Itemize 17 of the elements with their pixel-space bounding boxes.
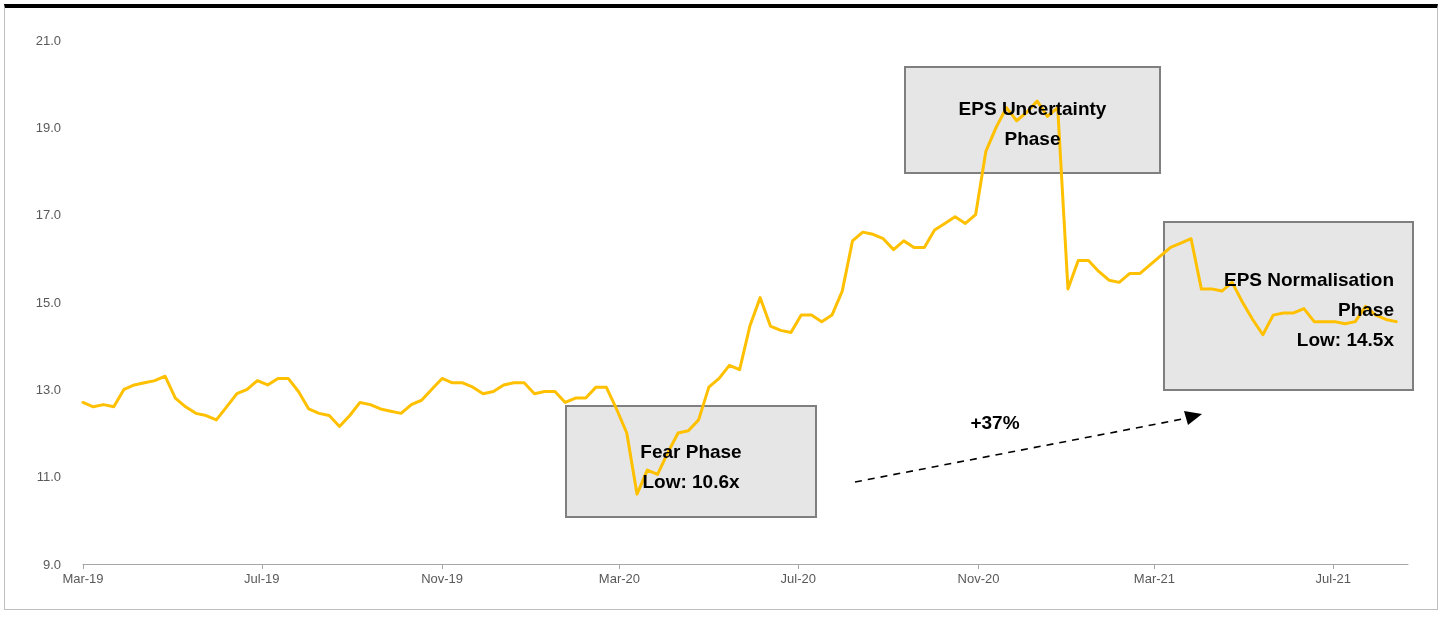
- y-tick-label: 17.0: [35, 207, 61, 223]
- x-tick-label: Mar-19: [62, 571, 104, 586]
- x-tick-label: Nov-20: [957, 571, 1000, 586]
- x-tick-label: Mar-20: [598, 571, 641, 586]
- x-tick-label: Jul-19: [244, 571, 280, 586]
- y-tick-label: 13.0: [35, 381, 61, 397]
- x-tick-label: Jul-21: [1315, 571, 1351, 586]
- y-tick-label: 15.0: [35, 294, 61, 310]
- annotation: +37%: [970, 411, 1020, 435]
- y-tick-label: 21.0: [35, 32, 61, 48]
- y-tick-label: 11.0: [36, 469, 61, 485]
- y-tick-label: 19.0: [35, 119, 61, 135]
- y-tick-label: 9.0: [42, 556, 61, 572]
- line-series: [81, 99, 1398, 496]
- x-tick-label: Nov-19: [421, 571, 464, 586]
- x-tick-label: Jul-20: [780, 571, 816, 586]
- x-tick-label: Mar-21: [1133, 571, 1176, 586]
